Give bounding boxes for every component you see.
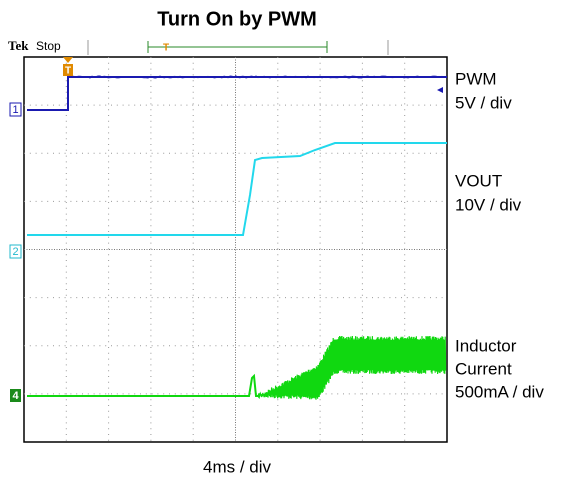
time-scale: 4ms / div [203,457,272,476]
ch4-marker [10,389,21,402]
level-arrow [437,87,443,93]
ch4-marker-label: 4 [12,390,19,402]
scope-state: Stop [36,39,61,53]
waveforms [27,75,447,400]
channel-scale: 5V / div [455,93,512,112]
ch2-marker-label: 2 [12,246,18,258]
channel-name: Current [455,359,512,378]
ch1-marker [9,102,22,117]
trigger-arrow [63,57,73,63]
current-trace [27,373,260,397]
grid [24,57,447,442]
channel-name: PWM [455,69,497,88]
trigger-label: T [65,66,71,77]
ch1-marker-label: 1 [12,104,18,116]
trigger-box [63,64,73,76]
current-ripple [257,335,447,400]
record-trigger: T [163,43,169,54]
channel-name: VOUT [455,171,502,190]
channel-scale: 10V / div [455,195,522,214]
vout-trace [27,142,447,236]
title: Turn On by PWM [157,8,317,30]
ch2-marker [9,244,22,259]
channel-name: Inductor [455,336,517,355]
brand: Tek [8,38,29,53]
channel-scale: 500mA / div [455,382,544,401]
pwm-noise [67,75,447,79]
